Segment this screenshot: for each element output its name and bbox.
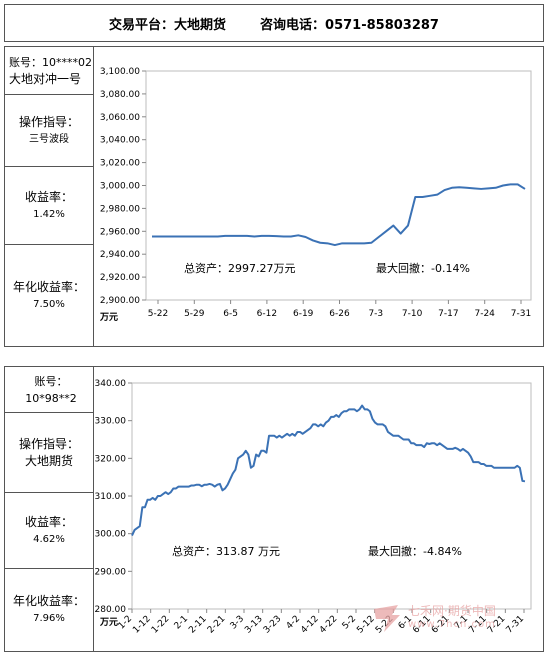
return-value: 1.42% xyxy=(33,208,65,220)
equity-series-line xyxy=(152,183,526,247)
annual-return-label: 年化收益率： xyxy=(12,279,85,294)
return-value: 4.62% xyxy=(33,533,65,545)
y-tick-label: 3,040.00 xyxy=(100,136,140,146)
chart-svg: 280.00 290.00 300.00 310.00 320.00 330.00 340.… xyxy=(95,379,532,636)
account-cell: 账号：10*98**2 xyxy=(5,367,93,413)
return-cell: 收益率： 1.42% xyxy=(5,167,93,245)
equity-chart-1: 2,900.00 2,920.00 2,940.00 2,960.00 2,980.00… xyxy=(94,47,543,346)
chart-svg: 2,900.00 2,920.00 2,940.00 2,960.00 2,980.00… xyxy=(99,67,532,323)
annual-return-value: 7.96% xyxy=(33,613,65,624)
x-tick-label: 4-12 xyxy=(299,614,321,636)
equity-chart-2: 280.00 290.00 300.00 310.00 320.00 330.00 340.… xyxy=(94,367,543,651)
account-cell: 账号：10****02 大地对冲一号 xyxy=(5,47,93,95)
x-tick-label: 5-22 xyxy=(374,614,396,636)
x-tick-label: 7-24 xyxy=(474,309,495,319)
account-name: 大地对冲一号 xyxy=(9,71,82,86)
x-tick-label: 6-11 xyxy=(411,614,433,636)
y-tick-label: 3,060.00 xyxy=(100,113,140,123)
x-tick-label: 6-26 xyxy=(329,309,350,319)
x-tick-label: 2-11 xyxy=(187,614,209,636)
x-tick-label: 7-10 xyxy=(402,309,423,319)
x-tick-label: 1-12 xyxy=(131,614,153,636)
account-panel-2: 账号：10*98**2 操作指导： 大地期货 收益率： 4.62% 年化收益率：… xyxy=(4,366,544,652)
x-tick-label: 2-21 xyxy=(206,614,228,636)
guide-label: 操作指导： xyxy=(18,114,79,129)
guide-cell: 操作指导： 三号波段 xyxy=(5,95,93,167)
x-tick-label: 6-5 xyxy=(223,309,238,319)
return-label: 收益率： xyxy=(24,514,73,529)
y-tick-label: 300.00 xyxy=(95,530,127,540)
x-tick-label: 6-12 xyxy=(257,309,277,319)
info-column: 账号：10****02 大地对冲一号 操作指导： 三号波段 收益率： 1.42%… xyxy=(5,47,94,346)
x-tick-label: 3-23 xyxy=(262,614,284,636)
unit-label: 万元 xyxy=(99,617,118,628)
y-tick-label: 310.00 xyxy=(95,492,127,502)
y-tick-label: 3,080.00 xyxy=(100,90,140,100)
y-tick-label: 280.00 xyxy=(95,605,127,615)
account-number: 账号：10*98**2 xyxy=(25,374,77,405)
x-tick-label: 7-21 xyxy=(486,614,508,636)
guide-value: 三号波段 xyxy=(29,133,69,145)
info-column: 账号：10*98**2 操作指导： 大地期货 收益率： 4.62% 年化收益率：… xyxy=(5,367,94,651)
total-assets-label: 总资产：313.87 万元 xyxy=(172,544,280,558)
y-tick-label: 2,980.00 xyxy=(100,204,140,214)
return-cell: 收益率： 4.62% xyxy=(5,493,93,569)
x-tick-label: 5-12 xyxy=(355,614,377,636)
x-tick-label: 5-22 xyxy=(148,309,168,319)
x-tick-label: 7-31 xyxy=(505,614,527,636)
account-panel-1: 账号：10****02 大地对冲一号 操作指导： 三号波段 收益率： 1.42%… xyxy=(4,46,544,347)
x-tick-label: 1-22 xyxy=(150,614,172,636)
consult-phone: 咨询电话：0571-85803287 xyxy=(260,17,439,33)
max-drawdown-label: 最大回撤：-0.14% xyxy=(376,261,470,275)
x-tick-label: 7-3 xyxy=(368,309,383,319)
y-tick-label: 3,000.00 xyxy=(100,182,140,192)
platform-title: 交易平台：大地期货 xyxy=(109,17,227,33)
y-tick-label: 2,940.00 xyxy=(100,250,140,260)
guide-label: 操作指导： xyxy=(18,436,79,451)
y-tick-label: 340.00 xyxy=(95,379,127,389)
annual-return-cell: 年化收益率： 7.96% xyxy=(5,569,93,651)
y-tick-label: 320.00 xyxy=(95,454,127,464)
y-tick-label: 3,020.00 xyxy=(100,159,140,169)
unit-label: 万元 xyxy=(99,312,118,323)
max-drawdown-label: 最大回撤：-4.84% xyxy=(368,544,462,558)
total-assets-label: 总资产：2997.27万元 xyxy=(184,261,296,275)
account-number: 账号：10****02 xyxy=(9,55,92,69)
return-label: 收益率： xyxy=(24,189,73,204)
page-header: 交易平台：大地期货 咨询电话：0571-85803287 xyxy=(4,4,544,42)
guide-value: 大地期货 xyxy=(24,453,73,468)
guide-cell: 操作指导： 大地期货 xyxy=(5,413,93,493)
x-tick-label: 5-29 xyxy=(184,309,205,319)
x-tick-label: 4-22 xyxy=(318,614,340,636)
y-tick-label: 2,960.00 xyxy=(100,227,140,237)
x-tick-label: 3-13 xyxy=(243,614,265,636)
equity-series-line xyxy=(131,404,526,536)
x-tick-label: 7-31 xyxy=(511,309,531,319)
y-tick-label: 2,920.00 xyxy=(100,273,140,283)
annual-return-cell: 年化收益率： 7.50% xyxy=(5,245,93,346)
x-tick-label: 6-21 xyxy=(430,614,452,636)
annual-return-label: 年化收益率： xyxy=(12,594,85,608)
y-tick-label: 3,100.00 xyxy=(100,67,140,77)
annual-return-value: 7.50% xyxy=(33,298,65,310)
x-tick-label: 7-17 xyxy=(438,309,458,319)
y-tick-label: 330.00 xyxy=(95,417,127,427)
x-tick-label: 7-11 xyxy=(467,614,489,636)
x-tick-label: 6-19 xyxy=(293,309,314,319)
y-tick-label: 290.00 xyxy=(95,567,127,577)
y-tick-label: 2,900.00 xyxy=(100,296,140,306)
